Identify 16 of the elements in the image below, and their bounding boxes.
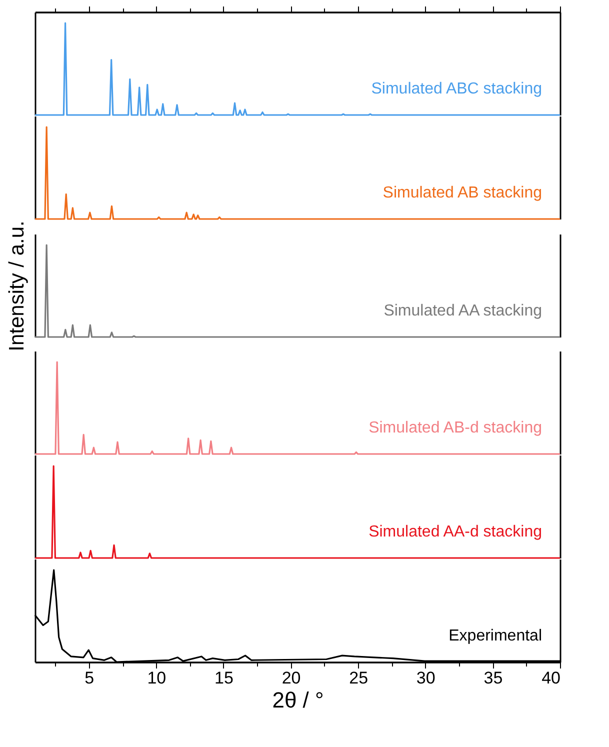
series-label: Simulated AA-d stacking [368, 524, 542, 541]
x-tick-label: 20 [282, 668, 301, 688]
series-label: Simulated ABC stacking [371, 80, 542, 98]
series-label: Simulated AB-d stacking [368, 420, 542, 437]
x-tick-label: 10 [147, 668, 166, 688]
series-label: Experimental [448, 628, 542, 645]
x-tick-label: 15 [214, 668, 234, 688]
x-tick-label: 35 [484, 668, 503, 688]
x-tick-label: 30 [416, 668, 436, 688]
x-tick-label: 40 [542, 668, 560, 688]
x-axis-title: 2θ / ° [272, 688, 324, 712]
x-tick-label: 5 [84, 668, 94, 688]
series-label: Simulated AA stacking [384, 302, 542, 320]
y-axis-title: Intensity / a.u. [6, 220, 28, 352]
x-tick-label: 25 [349, 668, 368, 688]
series-label: Simulated AB stacking [382, 184, 542, 202]
